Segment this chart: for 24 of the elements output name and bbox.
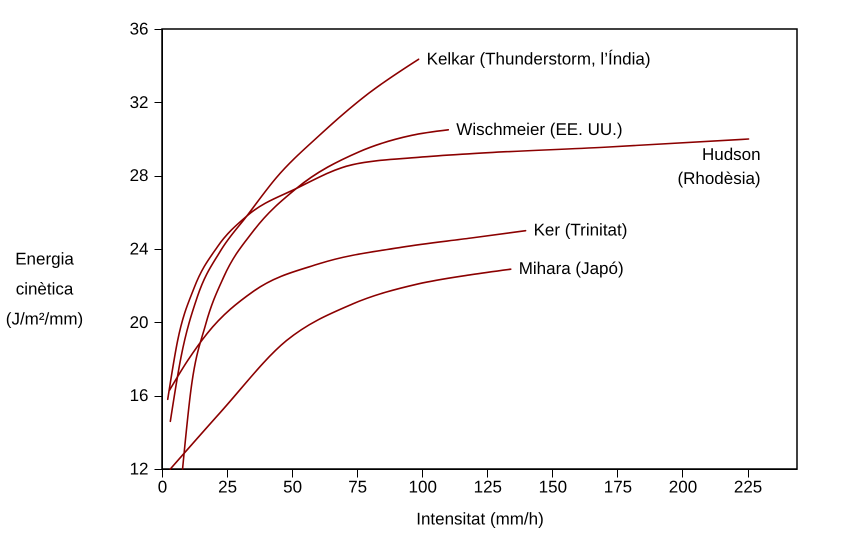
x-tick-label: 150 (538, 478, 568, 496)
x-tick-label: 50 (283, 478, 302, 496)
x-tick-label: 75 (348, 478, 368, 496)
x-tick-label: 25 (218, 478, 238, 496)
y-tick-label: 28 (130, 166, 148, 186)
x-tick-label: 100 (408, 478, 437, 496)
x-tick-label: 175 (604, 478, 632, 496)
y-tick-label: 24 (130, 240, 148, 258)
series-label: Mihara (Japó) (518, 259, 624, 278)
y-tick-label: 12 (130, 460, 148, 478)
y-axis-title: Energia cinètica (J/m²/mm) (6, 250, 84, 328)
x-tick-label: 200 (668, 478, 698, 496)
y-tick-label: 32 (130, 92, 148, 112)
x-tick-label: 0 (158, 478, 168, 496)
y-tick-label: 20 (130, 312, 148, 332)
series-label: Hudson (Rhodèsia) (677, 145, 761, 188)
x-tick-label: 125 (474, 478, 502, 496)
x-tick-label: 225 (734, 478, 762, 496)
y-tick-label: 16 (130, 386, 148, 406)
x-axis-title: Intensitat (mm/h) (416, 510, 544, 528)
series-label: Wischmeier (EE. UU.) (456, 120, 623, 139)
series-label: Ker (Trinitat) (534, 220, 628, 240)
series-label: Kelkar (Thunderstorm, l’Índia) (426, 49, 651, 68)
y-tick-label: 36 (130, 20, 148, 38)
